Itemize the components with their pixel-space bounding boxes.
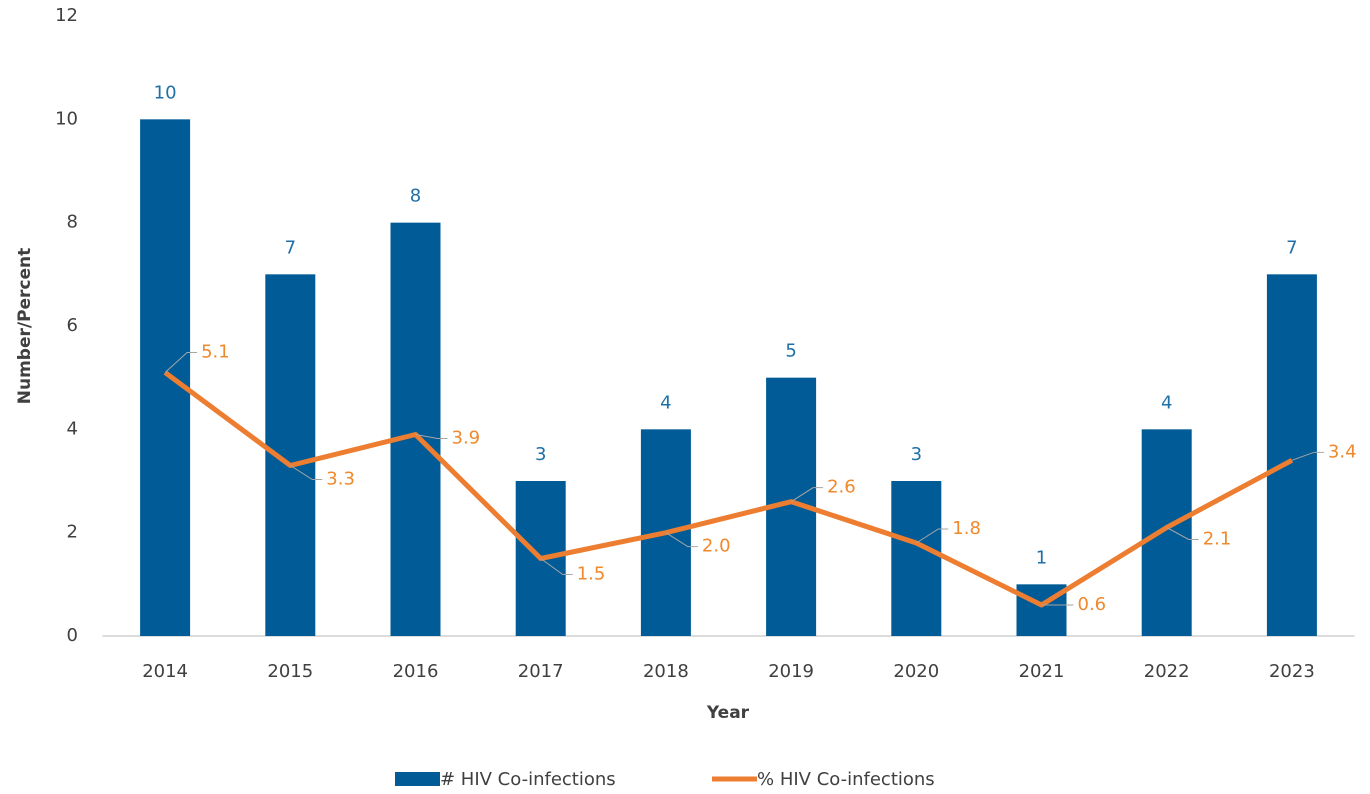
y-tick-label: 6 [67,315,78,336]
line-label: 3.3 [326,469,355,490]
line-label: 1.8 [952,518,981,539]
y-axis-title: Number/Percent [15,248,35,405]
bar-label: 7 [285,237,296,258]
y-tick-label: 8 [67,212,78,233]
legend-label: # HIV Co-infections [440,769,616,790]
leader-line [1166,527,1199,540]
leader-line [415,434,448,439]
bar-label: 4 [1161,392,1172,413]
bar [390,222,441,636]
line-label: 1.5 [577,564,606,585]
leader-line [164,352,198,373]
x-tick-label: 2014 [142,661,188,682]
legend-swatch [395,772,440,786]
x-tick-label: 2015 [267,661,313,682]
x-tick-label: 2017 [518,661,564,682]
x-tick-label: 2019 [768,661,814,682]
x-tick-label: 2022 [1144,661,1190,682]
bar-label: 1 [1036,547,1047,568]
leader-line [790,487,824,503]
bar-label: 4 [660,392,671,413]
bar [1266,274,1317,636]
line-label: 2.6 [827,477,856,498]
line-label: 2.0 [702,536,731,557]
bar-label: 7 [1286,237,1297,258]
x-tick-label: 2018 [643,661,689,682]
leader-line [665,532,698,548]
line-label: 5.1 [201,342,230,363]
bar-label: 3 [911,444,922,465]
line-label: 3.9 [452,428,481,449]
x-tick-label: 2023 [1269,661,1315,682]
legend-label: % HIV Co-infections [757,769,935,790]
bar [140,119,191,637]
y-tick-label: 2 [67,522,78,543]
bar [1141,429,1192,636]
y-tick-label: 4 [67,418,78,439]
bar-label: 10 [154,82,177,103]
bar-label: 8 [410,186,421,207]
line [163,370,1294,608]
line-label: 0.6 [1078,594,1107,615]
y-tick-label: 0 [67,625,78,646]
leader-line [540,558,573,575]
leader-line [916,528,949,544]
x-tick-label: 2020 [893,661,939,682]
bar [891,481,942,636]
y-tick-label: 10 [55,108,78,129]
y-tick-label: 12 [55,5,78,26]
x-axis-title: Year [706,703,750,723]
line-label: 2.1 [1203,529,1232,550]
leader-line [1291,451,1324,461]
x-tick-label: 2016 [393,661,439,682]
line-label: 3.4 [1328,441,1357,462]
leader-line [290,465,323,480]
bar-label: 5 [785,341,796,362]
bar-label: 3 [535,444,546,465]
x-tick-label: 2021 [1019,661,1065,682]
